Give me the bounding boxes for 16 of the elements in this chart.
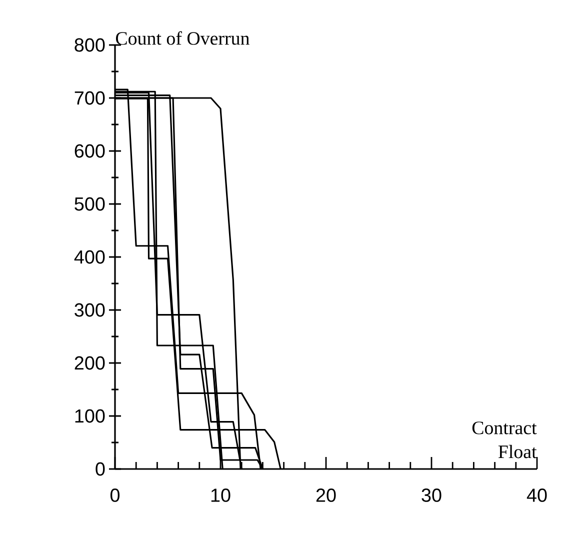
x-tick-label: 0: [110, 488, 120, 502]
y-tick-label: 500: [74, 197, 105, 211]
y-tick-label: 400: [74, 250, 105, 264]
y-tick-label: 200: [74, 356, 105, 370]
x-axis-title: Contract Float: [472, 422, 537, 458]
y-tick-label: 0: [96, 462, 105, 476]
y-tick-label: 600: [74, 144, 105, 158]
y-axis-title: Count of Overrun: [116, 31, 250, 45]
x-tick-label: 20: [316, 488, 336, 502]
y-tick-label: 800: [74, 38, 105, 52]
x-tick-label: 10: [211, 488, 230, 502]
x-tick-label: 30: [422, 488, 442, 502]
y-tick-label: 100: [75, 409, 105, 423]
y-tick-label: 700: [74, 91, 105, 105]
y-tick-label: 300: [74, 303, 105, 317]
x-tick-label: 40: [526, 488, 547, 502]
